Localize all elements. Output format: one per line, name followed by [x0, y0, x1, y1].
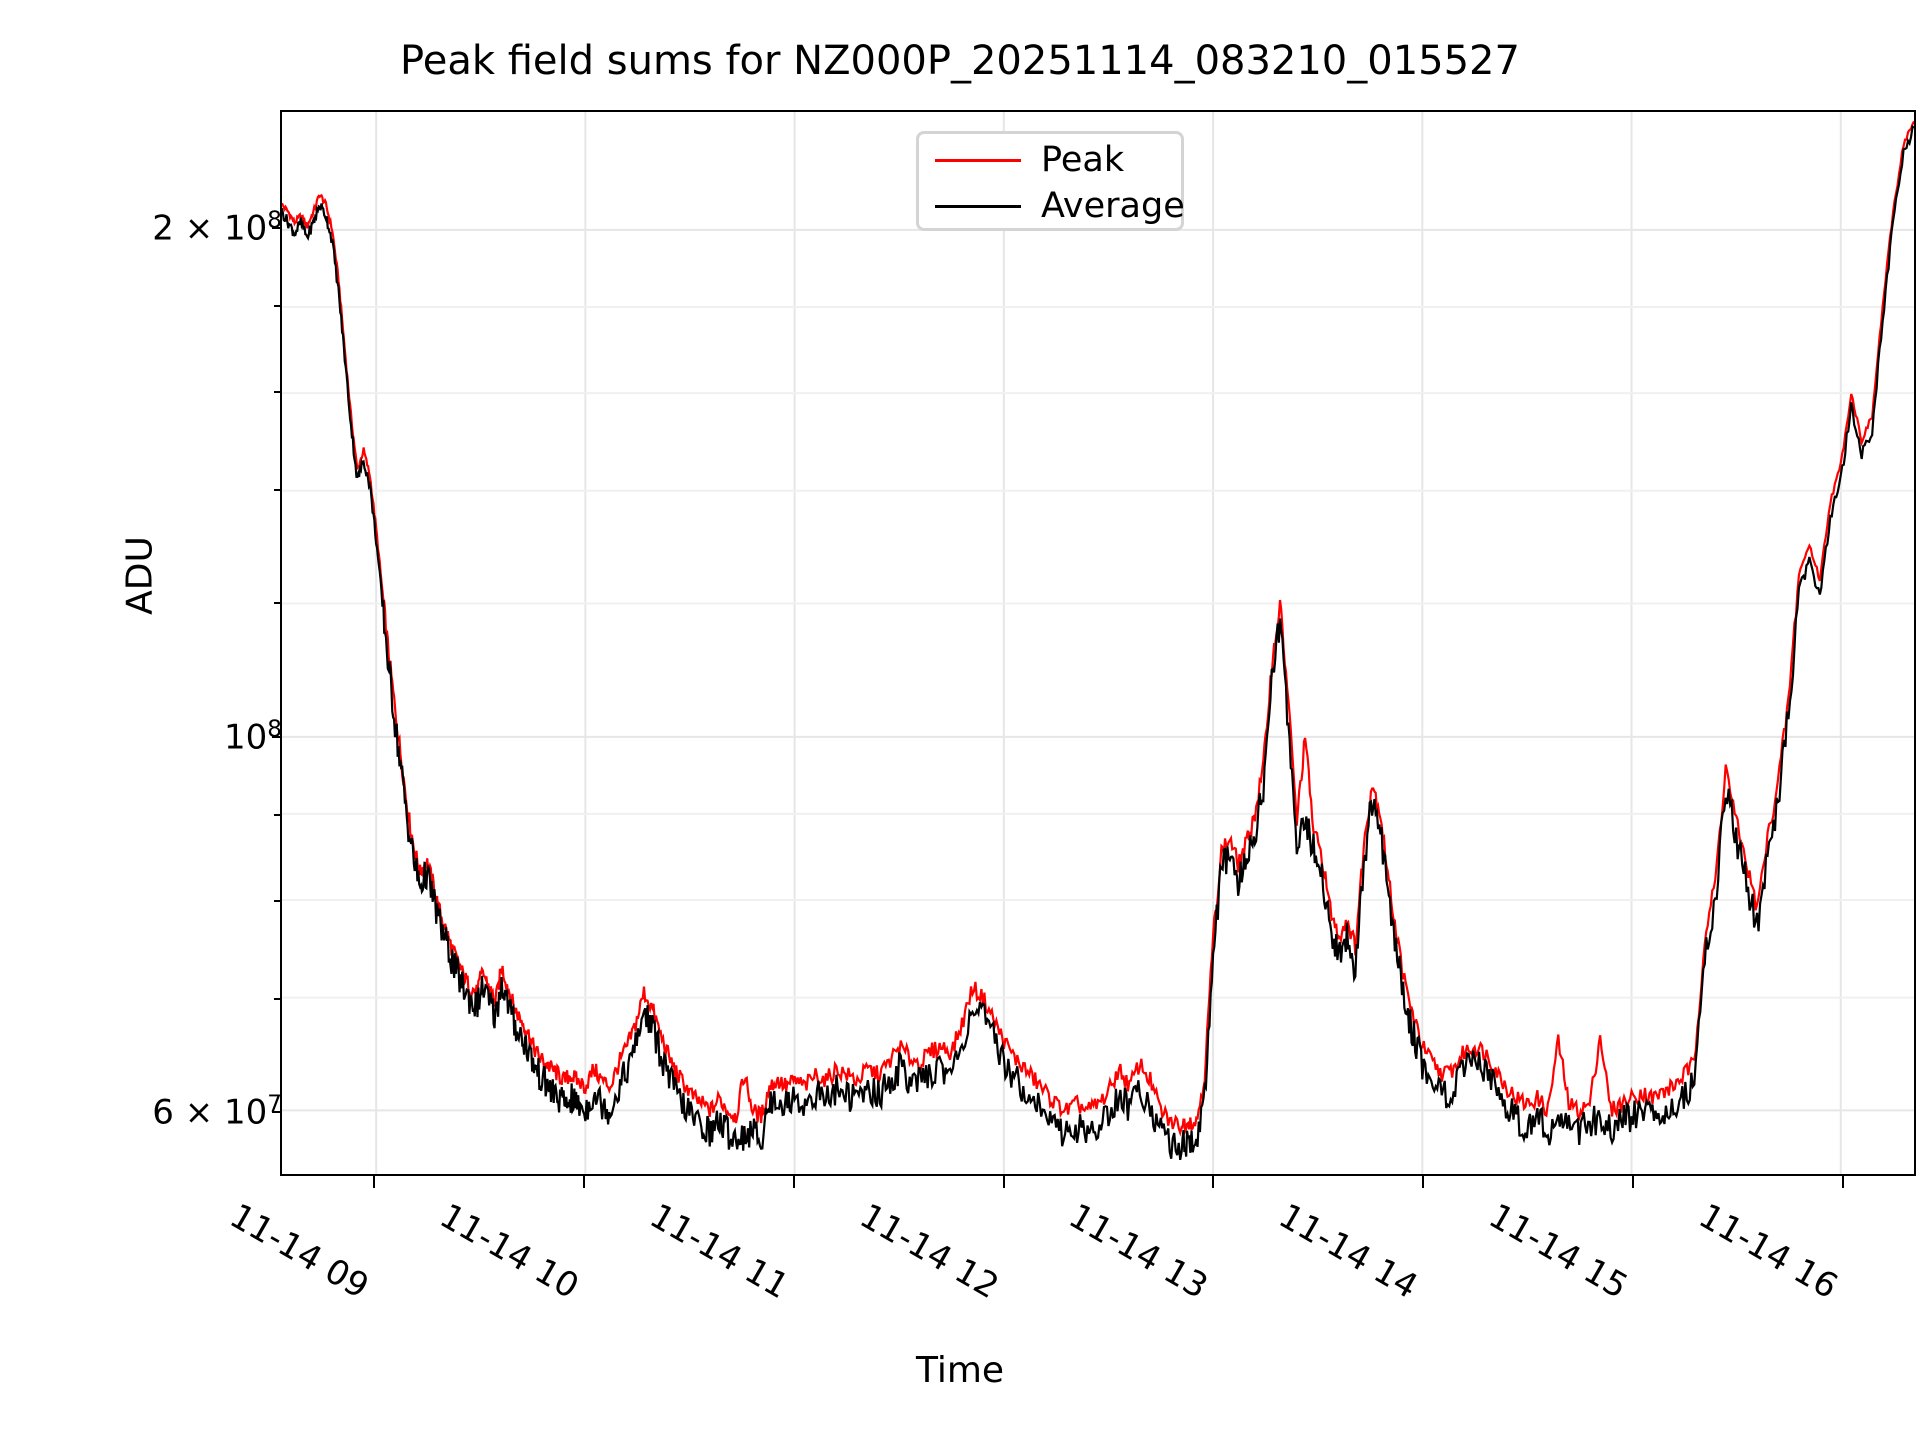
legend[interactable]: Peak Average	[916, 131, 1185, 232]
y-tick-label-1: 108	[224, 716, 282, 758]
y-minor-tick-6	[274, 304, 282, 307]
x-tick-mark-5	[1422, 1176, 1425, 1188]
x-tick-mark-3	[1002, 1176, 1005, 1188]
x-tick-label-0: 11-14 09	[223, 1196, 376, 1308]
x-tick-mark-7	[1841, 1176, 1844, 1188]
x-tick-label-4: 11-14 13	[1062, 1196, 1215, 1308]
y-minor-tick-0	[274, 997, 282, 1000]
y-tick-label-2: 6 × 107	[152, 1091, 282, 1133]
x-tick-label-1: 11-14 10	[433, 1196, 586, 1308]
x-tick-label-5: 11-14 14	[1272, 1196, 1425, 1308]
data-series-layer	[282, 121, 1914, 1159]
y-minor-tick-2	[274, 813, 282, 816]
legend-item-peak[interactable]: Peak	[919, 136, 1181, 186]
legend-swatch-peak	[935, 159, 1021, 162]
x-tick-mark-2	[792, 1176, 795, 1188]
x-tick-label-7: 11-14 16	[1691, 1196, 1844, 1308]
y-minor-tick-5	[274, 391, 282, 394]
y-minor-tick-4	[274, 489, 282, 492]
series-line-average	[282, 127, 1914, 1160]
legend-label-average: Average	[1041, 186, 1185, 226]
x-axis-label: Time	[915, 1350, 1005, 1391]
x-tick-mark-0	[373, 1176, 376, 1188]
chart-title: Peak field sums for NZ000P_20251114_0832…	[400, 38, 1520, 84]
gridlines	[282, 112, 1914, 1174]
y-minor-tick-3	[274, 602, 282, 605]
plot-area	[280, 110, 1916, 1176]
x-tick-label-3: 11-14 12	[852, 1196, 1005, 1308]
x-tick-label-6: 11-14 15	[1481, 1196, 1635, 1308]
legend-label-peak: Peak	[1041, 140, 1125, 180]
legend-swatch-average	[935, 205, 1021, 208]
plot-svg	[282, 112, 1914, 1174]
y-tick-mark-1	[272, 736, 282, 739]
series-line-peak	[282, 121, 1914, 1132]
y-tick-mark-2	[272, 1111, 282, 1114]
x-tick-mark-1	[583, 1176, 586, 1188]
x-tick-mark-6	[1631, 1176, 1634, 1188]
y-tick-label-0: 2 × 108	[152, 207, 282, 250]
x-tick-mark-4	[1212, 1176, 1215, 1188]
x-tick-label-2: 11-14 11	[642, 1196, 796, 1308]
y-minor-tick-1	[274, 899, 282, 902]
y-tick-mark-0	[272, 227, 282, 230]
legend-item-average[interactable]: Average	[919, 182, 1185, 232]
